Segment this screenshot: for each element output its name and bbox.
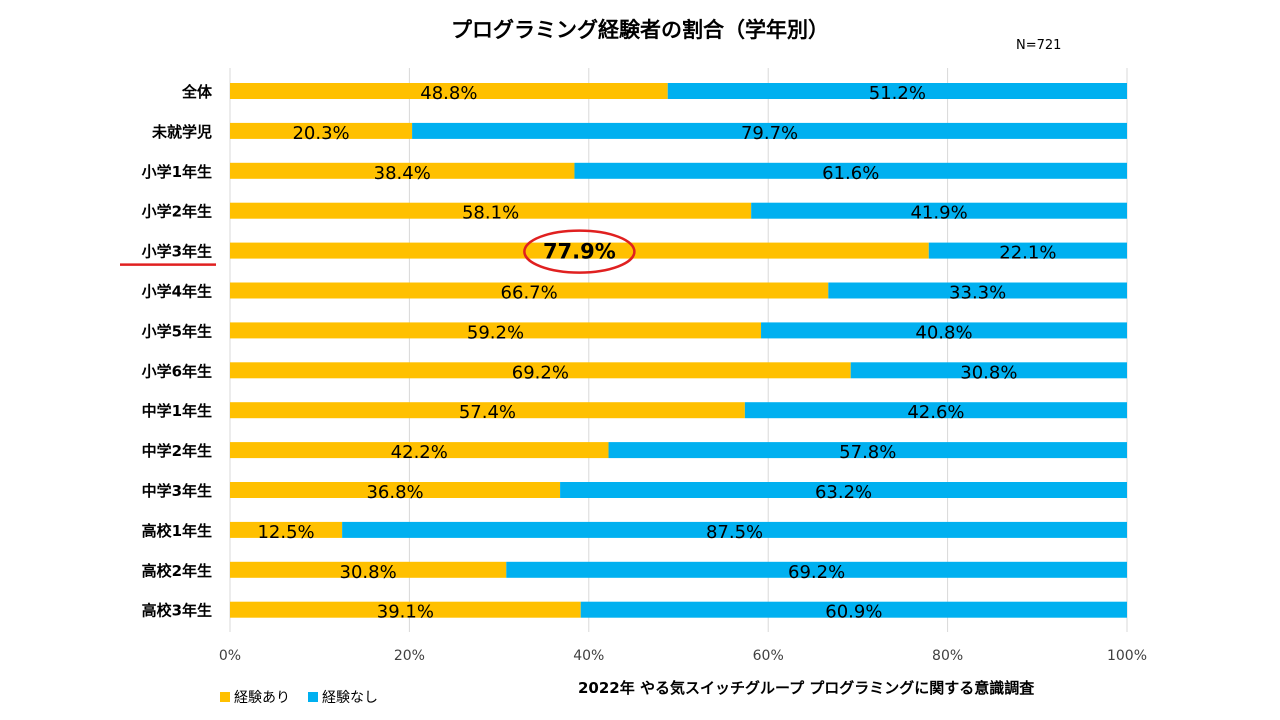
bar-yes bbox=[230, 83, 668, 99]
data-label-yes: 12.5% bbox=[257, 522, 314, 543]
bar-no bbox=[342, 521, 1127, 538]
data-label-no: 69.2% bbox=[788, 562, 845, 583]
x-tick-label: 80% bbox=[932, 648, 963, 664]
category-label: 中学2年生 bbox=[142, 442, 212, 460]
source-note: 2022年 やる気スイッチグループ プログラミングに関する意識調査 bbox=[578, 679, 1035, 697]
data-label-no: 79.7% bbox=[741, 123, 798, 144]
data-label-yes: 48.8% bbox=[420, 83, 477, 104]
bar-no bbox=[560, 482, 1127, 498]
category-label: 全体 bbox=[181, 83, 213, 101]
bar-yes bbox=[230, 202, 752, 219]
bar-yes bbox=[230, 362, 851, 379]
bar-no bbox=[828, 282, 1127, 299]
data-label-no: 22.1% bbox=[999, 243, 1056, 264]
bar-no bbox=[928, 242, 1127, 259]
bar-no bbox=[744, 402, 1127, 419]
data-label-yes: 39.1% bbox=[377, 602, 434, 623]
category-label: 中学3年生 bbox=[142, 482, 212, 500]
bar-yes bbox=[230, 162, 575, 179]
category-label: 小学1年生 bbox=[142, 163, 212, 181]
chart-title: プログラミング経験者の割合（学年別） bbox=[451, 18, 829, 42]
data-label-no: 63.2% bbox=[815, 482, 872, 503]
bar-yes bbox=[230, 282, 829, 299]
bar-no bbox=[850, 362, 1127, 379]
bar-no bbox=[412, 122, 1127, 139]
bar-no bbox=[751, 202, 1127, 219]
data-label-no: 57.8% bbox=[839, 442, 896, 463]
category-label: 高校1年生 bbox=[142, 522, 212, 540]
legend-label-yes: 経験あり bbox=[234, 690, 290, 706]
x-tick-label: 0% bbox=[219, 648, 241, 664]
bar-yes bbox=[230, 122, 413, 139]
x-tick-label: 60% bbox=[753, 648, 784, 664]
sample-size: N=721 bbox=[1016, 38, 1062, 53]
bar-no bbox=[580, 601, 1127, 618]
data-label-yes: 42.2% bbox=[391, 442, 448, 463]
category-label: 小学4年生 bbox=[142, 283, 212, 301]
category-label: 中学1年生 bbox=[142, 402, 212, 420]
data-label-no: 61.6% bbox=[822, 163, 879, 184]
bar-yes bbox=[230, 601, 581, 618]
legend-swatch-yes bbox=[220, 692, 230, 702]
data-label-yes: 69.2% bbox=[512, 362, 569, 383]
category-label: 未就学児 bbox=[151, 123, 212, 141]
bar-yes bbox=[230, 442, 609, 459]
bar-no bbox=[761, 322, 1127, 339]
bar-no bbox=[574, 162, 1127, 179]
data-label-yes: 77.9% bbox=[543, 240, 616, 264]
data-label-yes: 38.4% bbox=[374, 163, 431, 184]
data-label-yes: 66.7% bbox=[501, 283, 558, 304]
bar-yes bbox=[230, 402, 745, 419]
data-label-no: 41.9% bbox=[910, 203, 967, 224]
legend-item-yes: 経験あり bbox=[220, 687, 290, 707]
x-tick-label: 100% bbox=[1107, 648, 1147, 664]
data-label-no: 42.6% bbox=[907, 402, 964, 423]
data-label-no: 33.3% bbox=[949, 283, 1006, 304]
data-label-no: 51.2% bbox=[869, 83, 926, 104]
data-label-yes: 59.2% bbox=[467, 322, 524, 343]
bar-no bbox=[506, 561, 1127, 578]
x-tick-label: 20% bbox=[394, 648, 425, 664]
category-label: 高校2年生 bbox=[142, 562, 212, 580]
category-label: 小学3年生 bbox=[142, 243, 212, 261]
legend-label-no: 経験なし bbox=[322, 690, 378, 706]
highlight-ellipse bbox=[523, 229, 636, 274]
data-label-yes: 36.8% bbox=[366, 482, 423, 503]
bar-yes bbox=[230, 242, 929, 259]
data-label-no: 30.8% bbox=[960, 362, 1017, 383]
x-tick-label: 40% bbox=[573, 648, 604, 664]
data-label-no: 87.5% bbox=[706, 522, 763, 543]
legend-item-no: 経験なし bbox=[308, 687, 378, 707]
category-label: 小学5年生 bbox=[142, 322, 212, 340]
bar-yes bbox=[230, 322, 762, 339]
bar-no bbox=[667, 83, 1127, 99]
category-label: 高校3年生 bbox=[142, 602, 212, 620]
data-label-yes: 20.3% bbox=[292, 123, 349, 144]
category-label: 小学2年生 bbox=[142, 203, 212, 221]
data-label-no: 40.8% bbox=[915, 322, 972, 343]
bar-no bbox=[608, 442, 1127, 459]
data-label-yes: 57.4% bbox=[459, 402, 516, 423]
data-label-no: 60.9% bbox=[825, 602, 882, 623]
data-label-yes: 30.8% bbox=[340, 562, 397, 583]
bar-yes bbox=[230, 482, 561, 498]
legend: 経験あり 経験なし bbox=[220, 687, 378, 707]
bar-yes bbox=[230, 521, 343, 538]
data-label-yes: 58.1% bbox=[462, 203, 519, 224]
bar-yes bbox=[230, 561, 507, 578]
category-label: 小学6年生 bbox=[142, 362, 212, 380]
legend-swatch-no bbox=[308, 692, 318, 702]
